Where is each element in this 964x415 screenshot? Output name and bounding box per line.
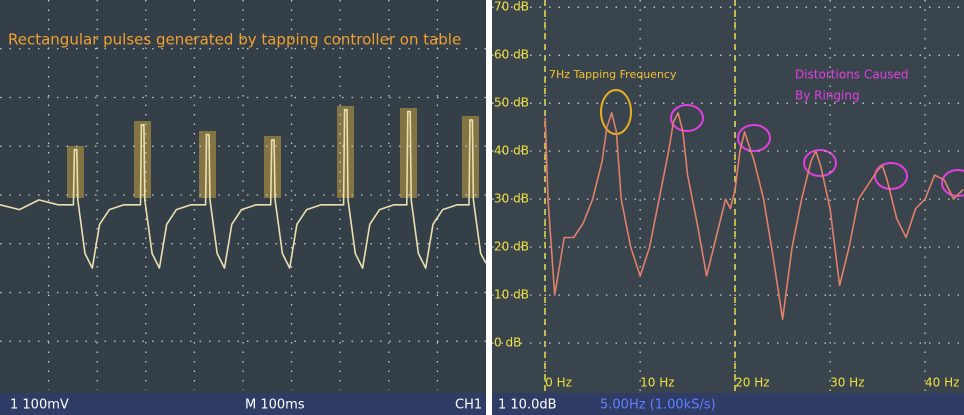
highlight [134,121,151,198]
highlight [67,146,84,198]
footer-label: M 100ms [245,398,305,413]
y-tick-label: 10 dB [494,288,529,302]
y-tick-label: 50 dB [494,96,529,110]
footer-label: 1 100mV [10,398,69,413]
footer-label: CH1 [455,398,482,413]
y-tick-label: 70 dB [494,0,529,14]
x-tick-label: 40 Hz [925,376,959,390]
x-tick-label: 30 Hz [830,376,864,390]
right-status-bar [492,393,964,415]
annotation: Distortions Caused [795,68,908,82]
highlight [400,108,417,198]
left-status-bar [0,393,486,415]
annotation: 7Hz Tapping Frequency [549,68,677,81]
footer-label: 1 10.0dB [498,398,557,413]
scope-screens: Rectangular pulses generated by tapping … [0,0,964,415]
x-tick-label: 10 Hz [640,376,674,390]
annotation: By Ringing [795,89,860,103]
highlight [199,131,216,198]
footer-label: 5.00Hz (1.00kS/s) [600,398,716,413]
highlight [264,136,281,198]
page: Rectangular pulses generated by tapping … [0,0,964,415]
y-tick-label: 30 dB [494,192,529,206]
highlight [337,106,354,198]
annotation: Rectangular pulses generated by tapping … [8,31,461,49]
y-tick-label: 20 dB [494,240,529,254]
y-tick-label: 40 dB [494,144,529,158]
x-tick-label: 0 Hz [545,376,572,390]
x-tick-label: 20 Hz [735,376,769,390]
right-screen [492,0,964,393]
y-tick-label: 60 dB [494,48,529,62]
y-tick-label: 0 dB [494,336,521,350]
